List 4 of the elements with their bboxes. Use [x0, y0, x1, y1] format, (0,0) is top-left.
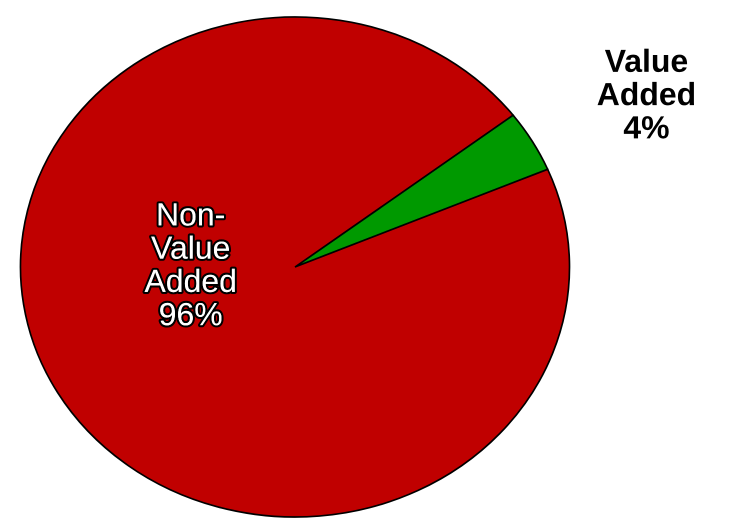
- data-label: 96%: [160, 302, 222, 326]
- data-label: 4%: [624, 116, 669, 139]
- slice-label: Non-Value Added: [144, 203, 235, 292]
- slice-label: Value Added: [598, 48, 694, 106]
